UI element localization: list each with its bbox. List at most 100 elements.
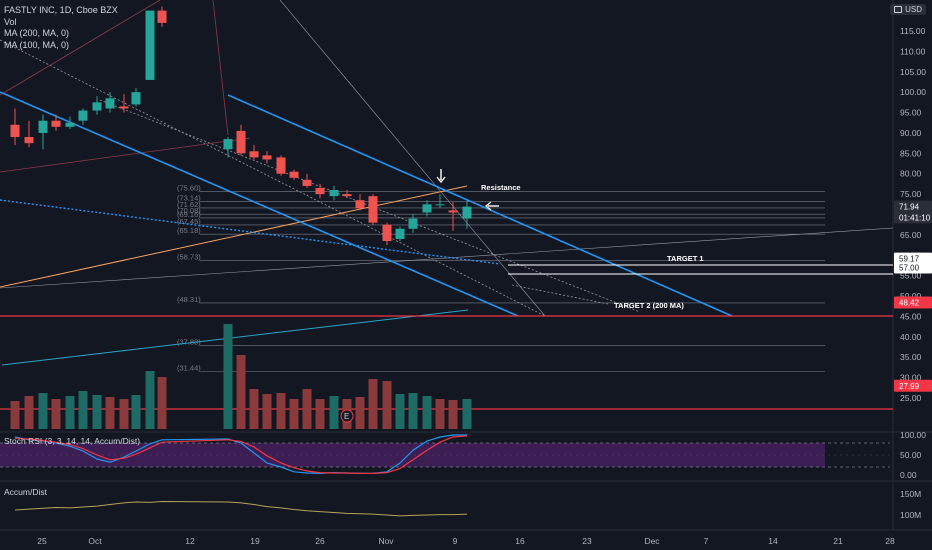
candle[interactable] xyxy=(342,190,352,199)
chart-legend: FASTLY INC, 1D, Cboe BZX Vol MA (200, MA… xyxy=(4,5,118,51)
fib-level-label: (69.16) xyxy=(177,210,201,219)
symbol-title[interactable]: FASTLY INC, 1D, Cboe BZX xyxy=(4,5,118,15)
volume-bar xyxy=(329,396,339,429)
accum-tick-label: 100M xyxy=(900,510,921,520)
ma-orange-line xyxy=(0,185,468,288)
trend-line-grey-dotted xyxy=(99,99,641,313)
price-tick-label: 105.00 xyxy=(900,67,926,77)
stoch-layer xyxy=(14,434,468,475)
candle[interactable] xyxy=(78,108,88,125)
fib-level-label: (73.14) xyxy=(177,194,201,203)
trend-line-grey-dotted xyxy=(0,39,546,317)
volume-bar xyxy=(24,396,34,429)
candle[interactable] xyxy=(105,92,115,113)
volume-bar xyxy=(355,397,365,429)
fib-level-label: (71.62) xyxy=(177,200,201,209)
volume-bar xyxy=(382,381,392,429)
candle[interactable] xyxy=(38,114,48,150)
earnings-marker[interactable]: E xyxy=(340,409,354,423)
price-badge: 01:41:10 xyxy=(894,211,932,224)
stoch-tick-label: 100.00 xyxy=(900,430,926,440)
price-tick-label: 40.00 xyxy=(900,332,922,342)
stoch-tick-label: 0.00 xyxy=(900,470,917,480)
candle[interactable] xyxy=(408,214,418,233)
trend-line-maroon xyxy=(0,137,251,173)
volume-bar xyxy=(105,397,115,429)
price-badge: 57.00 xyxy=(894,261,932,274)
volume-bar xyxy=(302,389,312,429)
candle[interactable] xyxy=(368,194,378,225)
ma100-legend[interactable]: MA (100, MA, 0) xyxy=(4,39,70,50)
volume-bar xyxy=(92,395,102,429)
candle[interactable] xyxy=(24,120,34,148)
candle[interactable] xyxy=(382,222,392,246)
ma200-legend[interactable]: MA (200, MA, 0) xyxy=(4,28,70,38)
volume-bar xyxy=(78,391,88,429)
candle[interactable] xyxy=(10,108,20,146)
price-tick-label: 85.00 xyxy=(900,148,922,158)
volume-bar xyxy=(315,399,325,429)
currency-selector[interactable]: USD xyxy=(890,4,926,15)
candle[interactable] xyxy=(355,194,365,211)
candle[interactable] xyxy=(223,137,233,158)
candle[interactable] xyxy=(448,202,458,231)
volume-bar xyxy=(38,393,48,429)
candle[interactable] xyxy=(302,173,312,188)
channel-lower-line xyxy=(0,91,519,317)
price-tick-label: 110.00 xyxy=(900,46,926,56)
volume-bar xyxy=(131,395,141,429)
candle[interactable] xyxy=(145,10,155,80)
price-tick-label: 55.00 xyxy=(900,271,922,281)
candle[interactable] xyxy=(92,96,102,115)
candle[interactable] xyxy=(289,169,299,180)
trend-line-maroon xyxy=(0,0,161,96)
candle[interactable] xyxy=(249,145,259,160)
volume-bar xyxy=(119,399,129,429)
stoch-band xyxy=(0,443,825,467)
price-tick-label: 65.00 xyxy=(900,230,922,240)
candle[interactable] xyxy=(462,200,472,229)
price-tick-label: 30.00 xyxy=(900,373,922,383)
time-tick-label: 7 xyxy=(704,536,709,546)
candle[interactable] xyxy=(276,155,286,176)
price-tick-label: 100.00 xyxy=(900,87,926,97)
blue-dotted-line xyxy=(0,199,501,265)
svg-text:48.42: 48.42 xyxy=(899,298,920,307)
candle[interactable] xyxy=(51,114,61,131)
candle[interactable] xyxy=(236,124,246,156)
fib-level-label: (65.18) xyxy=(177,226,201,235)
time-tick-label: 23 xyxy=(582,536,592,546)
candle[interactable] xyxy=(65,116,75,129)
volume-bar xyxy=(51,399,61,429)
accum-dist-legend[interactable]: Accum/Dist xyxy=(4,487,47,497)
volume-bar xyxy=(236,355,246,429)
candle[interactable] xyxy=(435,194,445,209)
time-tick-label: 12 xyxy=(185,536,195,546)
volume-bar xyxy=(223,324,233,429)
time-tick-label: 9 xyxy=(453,536,458,546)
volume-bar xyxy=(368,379,378,429)
candle[interactable] xyxy=(329,185,339,201)
trend-line-grey xyxy=(279,0,546,317)
price-tick-label: 80.00 xyxy=(900,169,922,179)
volume-legend[interactable]: Vol xyxy=(4,16,17,27)
channel-upper-line xyxy=(227,94,733,317)
candle[interactable] xyxy=(131,88,141,107)
stoch-rsi-legend[interactable]: Stoch RSI (3, 3, 14, 14, Accum/Dist) xyxy=(4,436,141,446)
time-tick-label: Oct xyxy=(88,536,102,546)
candle[interactable] xyxy=(262,151,272,164)
target2-label: TARGET 2 (200 MA) xyxy=(614,301,684,310)
candle[interactable] xyxy=(315,183,325,199)
candle[interactable] xyxy=(422,200,432,217)
candle[interactable] xyxy=(157,6,167,27)
blue-trend-line xyxy=(1,309,469,366)
candle[interactable] xyxy=(395,226,405,242)
down-arrow-icon xyxy=(436,169,446,184)
svg-text:E: E xyxy=(344,412,349,421)
time-tick-label: 14 xyxy=(768,536,778,546)
fib-level-label: (67.45) xyxy=(177,217,201,226)
svg-text:57.00: 57.00 xyxy=(899,264,920,273)
candle[interactable] xyxy=(119,94,129,113)
price-tick-label: 95.00 xyxy=(900,108,922,118)
